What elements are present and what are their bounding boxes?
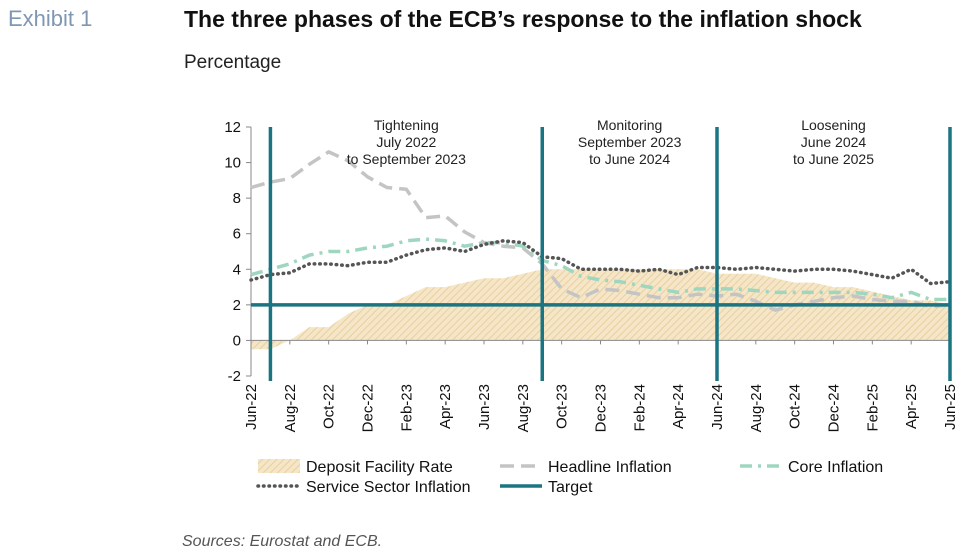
phase-label: Tightening <box>374 117 439 133</box>
x-tick-label: Apr-24 <box>670 384 687 429</box>
phase-label: to September 2023 <box>347 151 466 167</box>
x-tick-label: Apr-25 <box>903 384 920 429</box>
x-tick-label: Feb-23 <box>398 384 415 432</box>
y-tick-label: 10 <box>224 155 241 172</box>
y-tick-label: 8 <box>233 190 241 207</box>
x-tick-label: Oct-22 <box>321 384 338 429</box>
phase-label: Monitoring <box>597 117 662 133</box>
x-tick-label: Apr-23 <box>437 384 454 429</box>
x-tick-label: Jun-22 <box>243 384 260 430</box>
y-tick-label: 6 <box>233 226 241 243</box>
series-core-inflation <box>250 237 950 302</box>
legend-deposit-facility-rate-label: Deposit Facility Rate <box>306 459 453 476</box>
x-tick-label: Dec-22 <box>360 384 377 432</box>
phase-label: to June 2025 <box>793 151 874 167</box>
x-tick-label: Oct-24 <box>787 384 804 429</box>
phase-label: July 2022 <box>376 134 436 150</box>
x-tick-label: Jun-24 <box>709 384 726 430</box>
series-headline-inflation <box>250 150 951 312</box>
phase-label: Loosening <box>801 117 866 133</box>
x-tick-label: Dec-23 <box>593 384 610 432</box>
x-tick-label: Aug-24 <box>748 384 765 432</box>
phase-label: June 2024 <box>801 134 867 150</box>
deposit-rate-area <box>251 269 950 350</box>
x-tick-label: Jun-23 <box>476 384 493 430</box>
source-note: Sources: Eurostat and ECB. <box>182 533 383 550</box>
y-tick-label: 4 <box>233 261 241 278</box>
y-tick-label: 2 <box>233 297 241 314</box>
legend-headline-inflation-label: Headline Inflation <box>548 459 672 476</box>
x-tick-label: Feb-25 <box>864 384 881 432</box>
y-tick-label: 12 <box>224 119 241 136</box>
legend-core-inflation-label: Core Inflation <box>788 459 883 476</box>
series-service-sector-inflation <box>249 239 952 286</box>
x-tick-label: Jun-25 <box>942 384 959 430</box>
x-tick-label: Dec-24 <box>826 384 843 432</box>
y-tick-label: -2 <box>228 368 241 385</box>
chart-title: The three phases of the ECB’s response t… <box>184 6 862 32</box>
legend-target-label: Target <box>548 479 593 496</box>
phase-label: to June 2024 <box>589 151 670 167</box>
x-tick-label: Oct-23 <box>554 384 571 429</box>
exhibit-label: Exhibit 1 <box>8 6 93 31</box>
chart-subtitle: Percentage <box>184 52 282 73</box>
x-tick-label: Aug-23 <box>515 384 532 432</box>
x-tick-label: Aug-22 <box>282 384 299 432</box>
legend-deposit-facility-rate-swatch <box>258 459 300 473</box>
legend-service-sector-inflation-label: Service Sector Inflation <box>306 479 471 496</box>
x-tick-label: Feb-24 <box>631 384 648 432</box>
phase-label: September 2023 <box>578 134 682 150</box>
y-tick-label: 0 <box>233 332 241 349</box>
